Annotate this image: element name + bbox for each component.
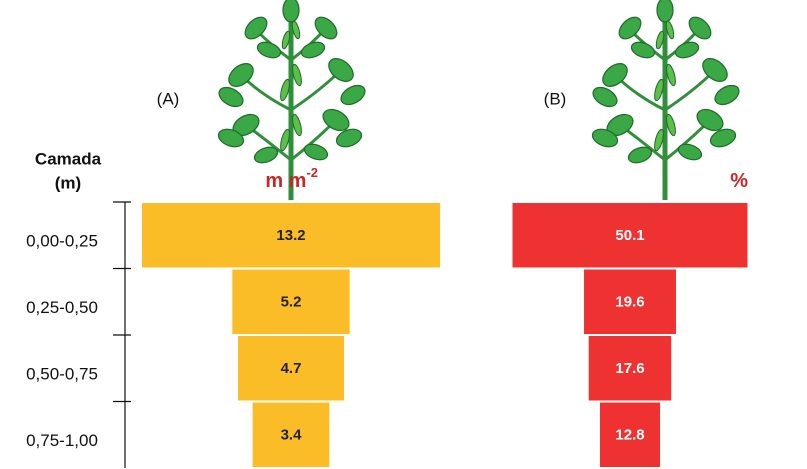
bar [599,402,661,467]
bar [588,336,672,401]
unit-text: m m [265,170,306,192]
value-label: 12.8 [615,427,644,444]
value-label: 4.7 [281,360,302,377]
unit-label: % [730,170,748,192]
y-axis-title: Camada [35,149,102,168]
y-tick-label: 0,25-0,50 [26,298,98,317]
bar [232,269,350,334]
bar [584,269,676,334]
value-label: 50.1 [615,227,644,244]
value-label: 17.6 [615,360,644,377]
panel-label: (A) [157,89,180,108]
plant-illustration [590,0,743,200]
y-tick-label: 0,75-1,00 [26,431,98,450]
value-label: 5.2 [281,294,302,311]
bar [512,203,748,268]
y-axis-title: (m) [55,173,81,192]
panel-label: (B) [544,89,567,108]
value-label: 3.4 [281,427,303,444]
y-tick-label: 0,00-0,25 [26,232,98,251]
value-label: 19.6 [615,294,644,311]
bar [142,203,440,268]
unit-label: m m-2 [265,165,318,192]
bar [252,402,330,467]
y-tick-label: 0,50-0,75 [26,365,98,384]
value-label: 13.2 [276,227,305,244]
unit-superscript: -2 [306,165,318,180]
bar [237,336,345,401]
unit-text: % [730,170,748,192]
